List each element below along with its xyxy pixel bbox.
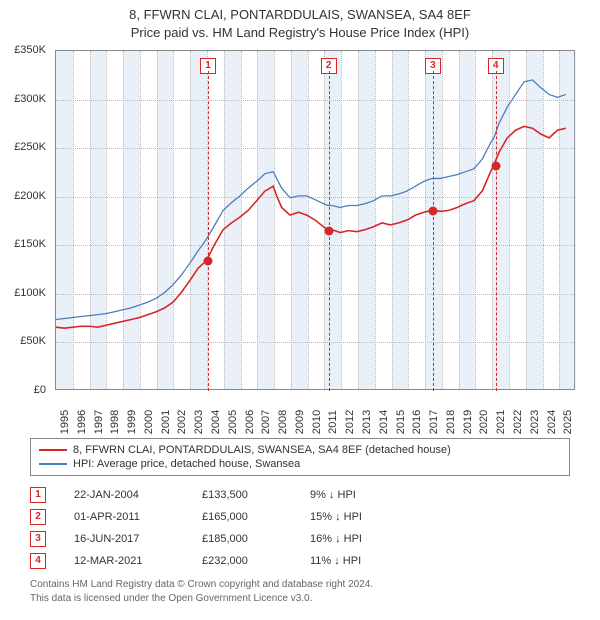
legend-swatch [39, 463, 67, 465]
x-tick-label: 2016 [411, 410, 423, 434]
sale-point-dot [491, 161, 500, 170]
x-tick-label: 2011 [327, 410, 339, 434]
event-pct: 15% ↓ HPI [310, 511, 430, 523]
footer-block: Contains HM Land Registry data © Crown c… [30, 578, 570, 605]
plot-area: 1 2 3 4 [55, 50, 575, 390]
title-line2: Price paid vs. HM Land Registry's House … [0, 24, 600, 42]
event-row: 4 12-MAR-2021 £232,000 11% ↓ HPI [30, 550, 570, 572]
event-row-marker: 4 [30, 553, 46, 569]
event-dashed-line [433, 71, 434, 391]
series-hpi [56, 80, 566, 320]
x-tick-label: 1995 [59, 410, 71, 434]
footer-line2: This data is licensed under the Open Gov… [30, 592, 570, 606]
event-pct: 9% ↓ HPI [310, 489, 430, 501]
sale-point-dot [428, 207, 437, 216]
event-dashed-line [496, 71, 497, 391]
x-tick-label: 1996 [76, 410, 88, 434]
sale-point-dot [204, 257, 213, 266]
event-price: £185,000 [202, 533, 302, 545]
event-date: 16-JUN-2017 [54, 533, 194, 545]
x-tick-label: 1998 [109, 410, 121, 434]
event-price: £232,000 [202, 555, 302, 567]
event-date: 12-MAR-2021 [54, 555, 194, 567]
x-tick-label: 2025 [562, 410, 574, 434]
legend-swatch [39, 449, 67, 451]
event-price: £133,500 [202, 489, 302, 501]
event-row-marker: 2 [30, 509, 46, 525]
event-row: 3 16-JUN-2017 £185,000 16% ↓ HPI [30, 528, 570, 550]
x-tick-label: 2010 [311, 410, 323, 434]
event-marker-2: 2 [321, 55, 337, 74]
title-block: 8, FFWRN CLAI, PONTARDDULAIS, SWANSEA, S… [0, 0, 600, 42]
x-tick-label: 2021 [495, 410, 507, 434]
y-tick-label: £300K [14, 93, 46, 105]
legend-label: 8, FFWRN CLAI, PONTARDDULAIS, SWANSEA, S… [73, 444, 451, 456]
x-tick-label: 2002 [176, 410, 188, 434]
event-dashed-line [208, 71, 209, 391]
x-tick-label: 2013 [361, 410, 373, 434]
event-row-marker: 1 [30, 487, 46, 503]
y-tick-label: £50K [20, 335, 46, 347]
legend-box: 8, FFWRN CLAI, PONTARDDULAIS, SWANSEA, S… [30, 438, 570, 476]
event-pct: 16% ↓ HPI [310, 533, 430, 545]
event-marker-4: 4 [488, 55, 504, 74]
y-tick-label: £100K [14, 287, 46, 299]
x-tick-label: 2005 [227, 410, 239, 434]
x-tick-label: 2017 [428, 410, 440, 434]
event-marker-3: 3 [425, 55, 441, 74]
y-tick-label: £250K [14, 141, 46, 153]
y-tick-label: £200K [14, 190, 46, 202]
event-row: 1 22-JAN-2004 £133,500 9% ↓ HPI [30, 484, 570, 506]
events-table: 1 22-JAN-2004 £133,500 9% ↓ HPI 2 01-APR-2011… [30, 484, 570, 572]
sale-point-dot [324, 226, 333, 235]
x-tick-label: 2007 [260, 410, 272, 434]
x-tick-label: 2006 [244, 410, 256, 434]
series-price_paid [56, 126, 566, 328]
x-tick-label: 2018 [445, 410, 457, 434]
event-date: 01-APR-2011 [54, 511, 194, 523]
y-axis-labels: £0£50K£100K£150K£200K£250K£300K£350K [0, 50, 50, 390]
x-tick-label: 2003 [193, 410, 205, 434]
title-line1: 8, FFWRN CLAI, PONTARDDULAIS, SWANSEA, S… [0, 6, 600, 24]
x-tick-label: 2004 [210, 410, 222, 434]
x-tick-label: 2015 [395, 410, 407, 434]
chart-container: 8, FFWRN CLAI, PONTARDDULAIS, SWANSEA, S… [0, 0, 600, 620]
x-tick-label: 1997 [93, 410, 105, 434]
x-tick-label: 2019 [462, 410, 474, 434]
x-axis-labels: 1995 1996 1997 1998 1999 2000 2001 2002 2003 2004… [55, 392, 575, 442]
footer-line1: Contains HM Land Registry data © Crown c… [30, 578, 570, 592]
x-tick-label: 2012 [344, 410, 356, 434]
x-tick-label: 2000 [143, 410, 155, 434]
x-tick-label: 2009 [294, 410, 306, 434]
event-date: 22-JAN-2004 [54, 489, 194, 501]
event-price: £165,000 [202, 511, 302, 523]
event-pct: 11% ↓ HPI [310, 555, 430, 567]
x-tick-label: 2022 [512, 410, 524, 434]
x-tick-label: 2024 [546, 410, 558, 434]
x-tick-label: 2008 [277, 410, 289, 434]
legend-label: HPI: Average price, detached house, Swan… [73, 458, 300, 470]
y-tick-label: £350K [14, 44, 46, 56]
event-marker-1: 1 [200, 55, 216, 74]
y-tick-label: £150K [14, 238, 46, 250]
event-row-marker: 3 [30, 531, 46, 547]
x-tick-label: 2023 [529, 410, 541, 434]
x-tick-label: 2001 [160, 410, 172, 434]
event-row: 2 01-APR-2011 £165,000 15% ↓ HPI [30, 506, 570, 528]
x-tick-label: 1999 [126, 410, 138, 434]
x-tick-label: 2020 [478, 410, 490, 434]
legend-row-price-paid: 8, FFWRN CLAI, PONTARDDULAIS, SWANSEA, S… [39, 443, 561, 457]
legend-row-hpi: HPI: Average price, detached house, Swan… [39, 457, 561, 471]
x-tick-label: 2014 [378, 410, 390, 434]
y-tick-label: £0 [34, 384, 46, 396]
